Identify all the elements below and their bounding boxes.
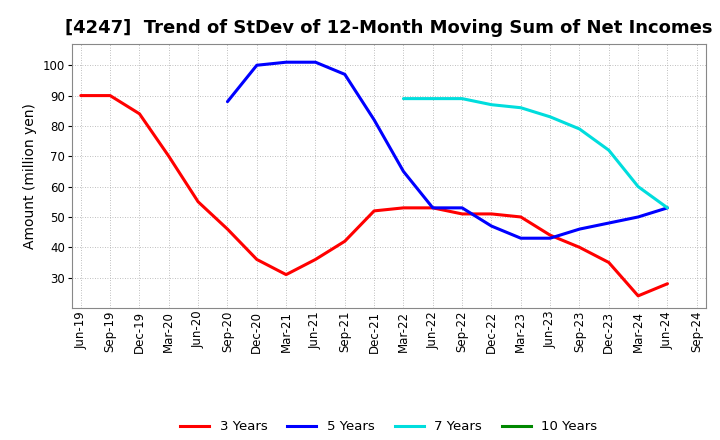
7 Years bbox=[575, 126, 584, 132]
Line: 3 Years: 3 Years bbox=[81, 95, 667, 296]
5 Years bbox=[311, 59, 320, 65]
3 Years bbox=[458, 211, 467, 216]
5 Years bbox=[223, 99, 232, 104]
3 Years bbox=[106, 93, 114, 98]
7 Years bbox=[605, 147, 613, 153]
7 Years bbox=[516, 105, 525, 110]
Line: 7 Years: 7 Years bbox=[403, 99, 667, 208]
3 Years bbox=[135, 111, 144, 117]
Title: [4247]  Trend of StDev of 12-Month Moving Sum of Net Incomes: [4247] Trend of StDev of 12-Month Moving… bbox=[65, 19, 713, 37]
5 Years bbox=[575, 227, 584, 232]
3 Years bbox=[399, 205, 408, 210]
3 Years bbox=[516, 214, 525, 220]
5 Years bbox=[516, 235, 525, 241]
5 Years bbox=[370, 117, 379, 122]
3 Years bbox=[663, 281, 672, 286]
3 Years bbox=[164, 154, 173, 159]
5 Years bbox=[546, 235, 554, 241]
3 Years bbox=[194, 199, 202, 205]
5 Years bbox=[605, 220, 613, 226]
3 Years bbox=[605, 260, 613, 265]
7 Years bbox=[546, 114, 554, 120]
5 Years bbox=[634, 214, 642, 220]
7 Years bbox=[458, 96, 467, 101]
7 Years bbox=[663, 205, 672, 210]
3 Years bbox=[487, 211, 496, 216]
3 Years bbox=[341, 238, 349, 244]
3 Years bbox=[223, 227, 232, 232]
3 Years bbox=[546, 232, 554, 238]
5 Years bbox=[487, 224, 496, 229]
7 Years bbox=[399, 96, 408, 101]
3 Years bbox=[370, 208, 379, 213]
3 Years bbox=[311, 257, 320, 262]
Line: 5 Years: 5 Years bbox=[228, 62, 667, 238]
3 Years bbox=[428, 205, 437, 210]
Legend: 3 Years, 5 Years, 7 Years, 10 Years: 3 Years, 5 Years, 7 Years, 10 Years bbox=[175, 415, 603, 439]
5 Years bbox=[663, 205, 672, 210]
5 Years bbox=[282, 59, 290, 65]
3 Years bbox=[575, 245, 584, 250]
3 Years bbox=[76, 93, 85, 98]
7 Years bbox=[428, 96, 437, 101]
3 Years bbox=[253, 257, 261, 262]
7 Years bbox=[487, 102, 496, 107]
Y-axis label: Amount (million yen): Amount (million yen) bbox=[23, 103, 37, 249]
5 Years bbox=[253, 62, 261, 68]
5 Years bbox=[399, 169, 408, 174]
3 Years bbox=[634, 293, 642, 298]
5 Years bbox=[458, 205, 467, 210]
5 Years bbox=[341, 72, 349, 77]
3 Years bbox=[282, 272, 290, 277]
7 Years bbox=[634, 184, 642, 189]
5 Years bbox=[428, 205, 437, 210]
